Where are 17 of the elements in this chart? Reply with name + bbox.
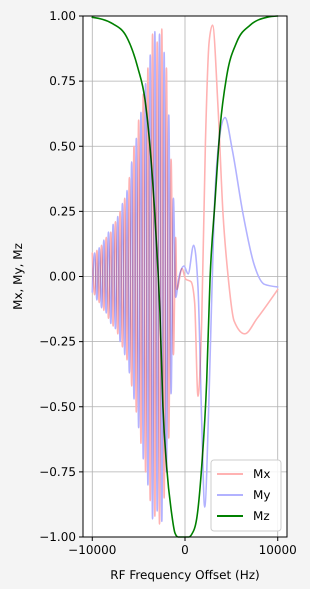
y-tick-label: 0.50 [49, 139, 76, 154]
y-tick-label: 1.00 [49, 9, 76, 23]
legend-label: Mx [253, 467, 270, 481]
y-tick-label: 0.00 [49, 270, 76, 284]
y-tick-label: 0.75 [49, 74, 76, 88]
y-tick-label: 0.25 [49, 204, 76, 218]
x-tick-label: 0 [181, 543, 189, 557]
x-tick-label: 10000 [258, 543, 297, 557]
y-tick-label: −0.75 [39, 464, 76, 479]
y-tick-label: −0.25 [39, 334, 76, 349]
y-tick-label: −1.00 [39, 530, 76, 544]
legend-label: Mz [253, 509, 270, 523]
y-tick-label: −0.50 [39, 400, 76, 414]
legend-label: My [253, 488, 270, 502]
x-tick-label: −10000 [68, 543, 116, 557]
x-axis-title: RF Frequency Offset (Hz) [110, 568, 260, 582]
y-axis-title: Mx, My, Mz [11, 243, 25, 310]
